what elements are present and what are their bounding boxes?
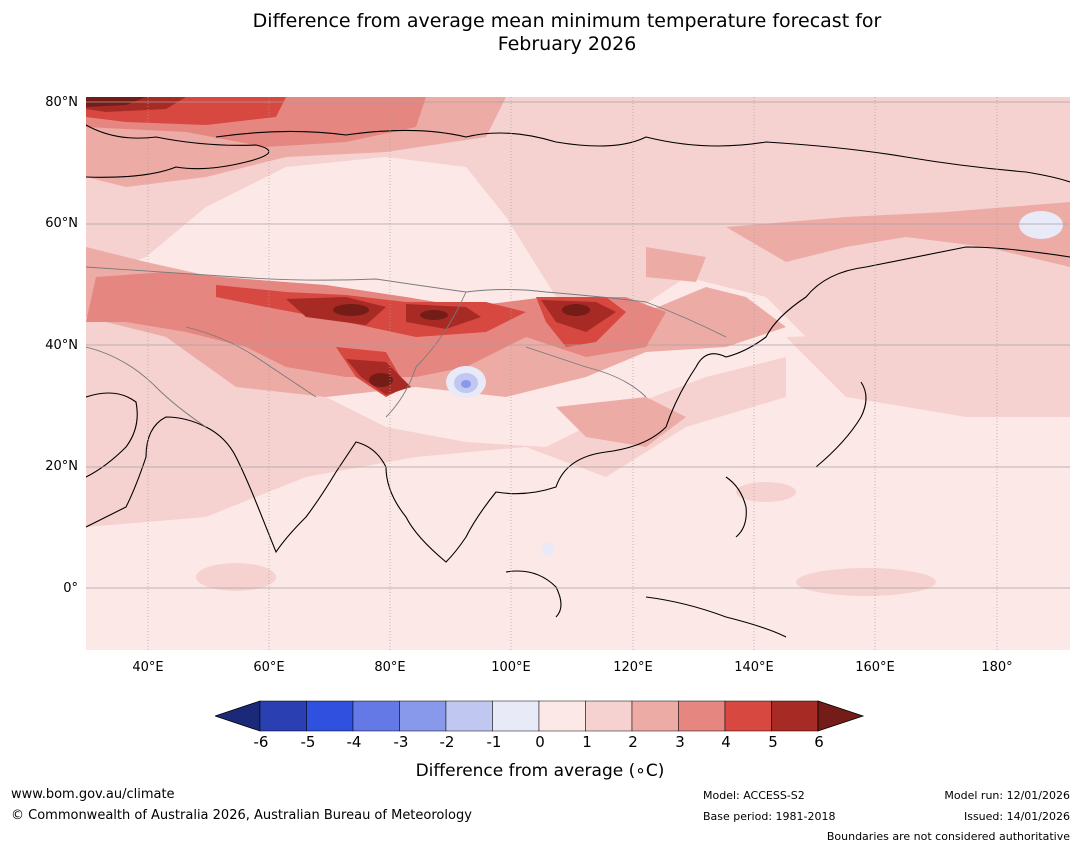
chart-title: Difference from average mean minimum tem… (0, 10, 1081, 56)
colorbar-tick: 5 (768, 733, 778, 751)
lon-label-120e: 120°E (613, 660, 653, 675)
model-run-text: Model run: 12/01/2026 (944, 789, 1070, 802)
colorbar-tick: 4 (721, 733, 731, 751)
colorbar-tick: -2 (439, 733, 455, 751)
colorbar-swatch (678, 700, 726, 732)
colorbar-tick: -5 (300, 733, 316, 751)
lon-label-100e: 100°E (491, 660, 531, 675)
title-line-2: February 2026 (497, 33, 637, 55)
colorbar-tick: -4 (346, 733, 362, 751)
colorbar-tick: -1 (486, 733, 502, 751)
copyright-text: © Commonwealth of Australia 2026, Austra… (11, 808, 472, 823)
colorbar-swatch (445, 700, 493, 732)
colorbar-swatch (724, 700, 772, 732)
temperature-anomaly-map (86, 97, 1070, 650)
colorbar-swatch (352, 700, 400, 732)
disclaimer-text: Boundaries are not considered authoritat… (826, 830, 1070, 843)
country-borders (86, 266, 727, 428)
colorbar-swatch (399, 700, 447, 732)
colorbar (213, 700, 867, 737)
graticule (86, 97, 1070, 650)
issued-text: Issued: 14/01/2026 (963, 810, 1070, 823)
lat-label-20n: 20°N (45, 459, 78, 474)
anomaly-band-1-2 (86, 97, 1070, 596)
colorbar-extend-high (817, 700, 865, 732)
colorbar-extend-low (213, 700, 261, 732)
title-line-1: Difference from average mean minimum tem… (252, 10, 882, 32)
coastlines (86, 124, 1070, 638)
lon-label-60e: 60°E (253, 660, 285, 675)
colorbar-label: Difference from average (∘C) (215, 761, 865, 781)
colorbar-tick: 3 (675, 733, 685, 751)
colorbar-tick: -3 (393, 733, 409, 751)
colorbar-tick: 1 (582, 733, 592, 751)
lon-label-160e: 160°E (855, 660, 895, 675)
colorbar-label-unit: ∘C) (635, 761, 665, 781)
anomaly-negative (446, 211, 1063, 556)
colorbar-tick: -6 (253, 733, 269, 751)
colorbar-swatch (538, 700, 586, 732)
colorbar-swatch (771, 700, 819, 732)
lon-label-180: 180° (981, 660, 1013, 675)
model-text: Model: ACCESS-S2 (703, 789, 805, 802)
colorbar-tick: 2 (628, 733, 638, 751)
lon-label-40e: 40°E (132, 660, 164, 675)
colorbar-tick: 0 (535, 733, 545, 751)
website-link[interactable]: www.bom.gov.au/climate (11, 787, 175, 802)
colorbar-swatch (631, 700, 679, 732)
lon-label-140e: 140°E (734, 660, 774, 675)
lat-label-60n: 60°N (45, 216, 78, 231)
colorbar-swatch (259, 700, 307, 732)
lat-label-0: 0° (63, 581, 78, 596)
colorbar-swatch (306, 700, 354, 732)
base-period-text: Base period: 1981-2018 (703, 810, 836, 823)
colorbar-tick: 6 (814, 733, 824, 751)
lat-label-80n: 80°N (45, 95, 78, 110)
lat-label-40n: 40°N (45, 338, 78, 353)
lon-label-80e: 80°E (374, 660, 406, 675)
colorbar-swatch (585, 700, 633, 732)
colorbar-swatch (492, 700, 540, 732)
colorbar-label-text: Difference from average ( (415, 761, 636, 781)
